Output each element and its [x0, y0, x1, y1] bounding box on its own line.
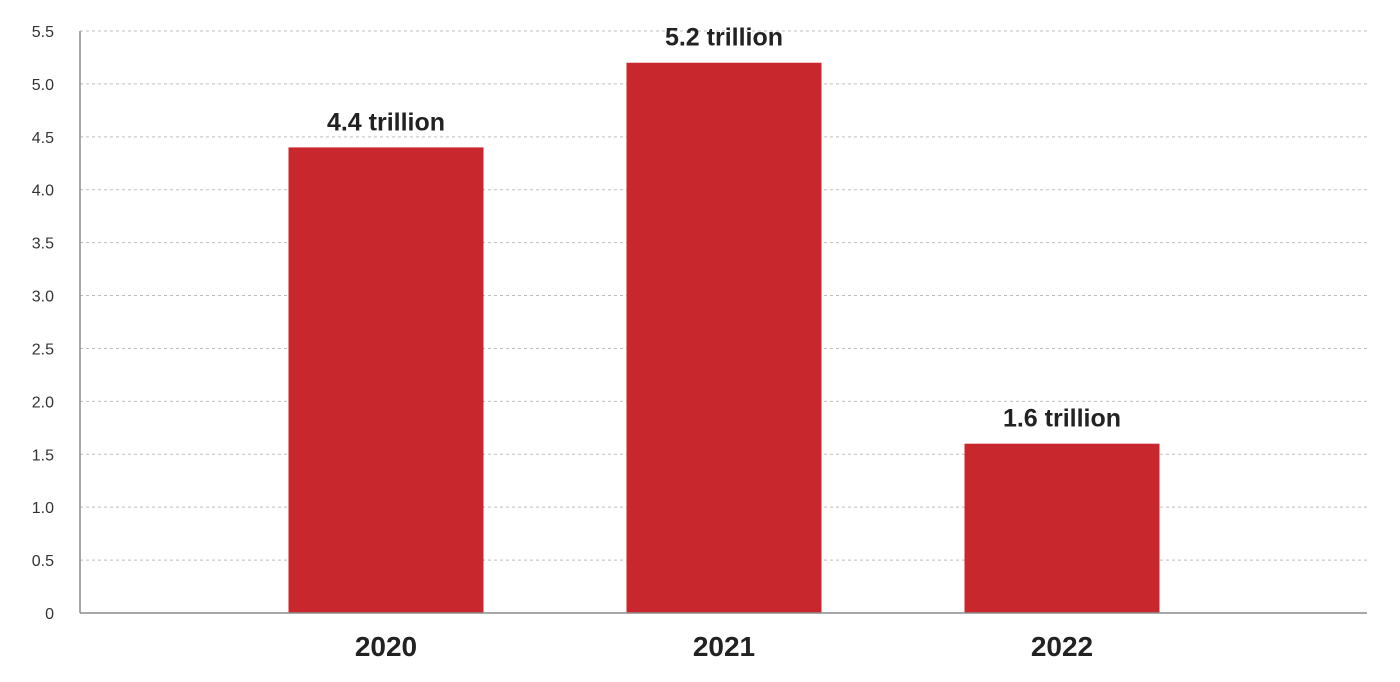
x-tick-label-2022: 2022 — [1031, 631, 1093, 662]
y-tick-label: 4.5 — [32, 130, 54, 147]
y-tick-label: 0 — [45, 606, 54, 623]
bars — [288, 62, 1160, 613]
y-tick-label: 2.5 — [32, 341, 54, 358]
y-tick-label: 5.5 — [32, 24, 54, 41]
data-label-2021: 5.2 trillion — [665, 24, 783, 52]
y-tick-label: 3.5 — [32, 236, 54, 253]
data-labels: 4.4 trillion 5.2 trillion 1.6 trillion — [327, 24, 1121, 433]
data-label-2020: 4.4 trillion — [327, 108, 445, 136]
y-tick-label: 4.0 — [32, 183, 54, 200]
y-tick-label: 1.5 — [32, 447, 54, 464]
y-tick-label: 2.0 — [32, 394, 54, 411]
bar-2020 — [288, 147, 484, 613]
y-axis-ticks: 0 0.5 1.0 1.5 2.0 2.5 3.0 3.5 4.0 4.5 5.0 5.5 — [32, 24, 54, 623]
x-axis-ticks: 2020 2021 2022 — [355, 631, 1093, 662]
bar-2022 — [964, 443, 1160, 613]
y-tick-label: 1.0 — [32, 500, 54, 517]
y-tick-label: 0.5 — [32, 553, 54, 570]
y-tick-label: 3.0 — [32, 289, 54, 306]
x-tick-label-2021: 2021 — [693, 631, 755, 662]
data-label-2022: 1.6 trillion — [1003, 405, 1121, 433]
bar-2021 — [626, 62, 822, 613]
y-tick-label: 5.0 — [32, 77, 54, 94]
x-tick-label-2020: 2020 — [355, 631, 417, 662]
